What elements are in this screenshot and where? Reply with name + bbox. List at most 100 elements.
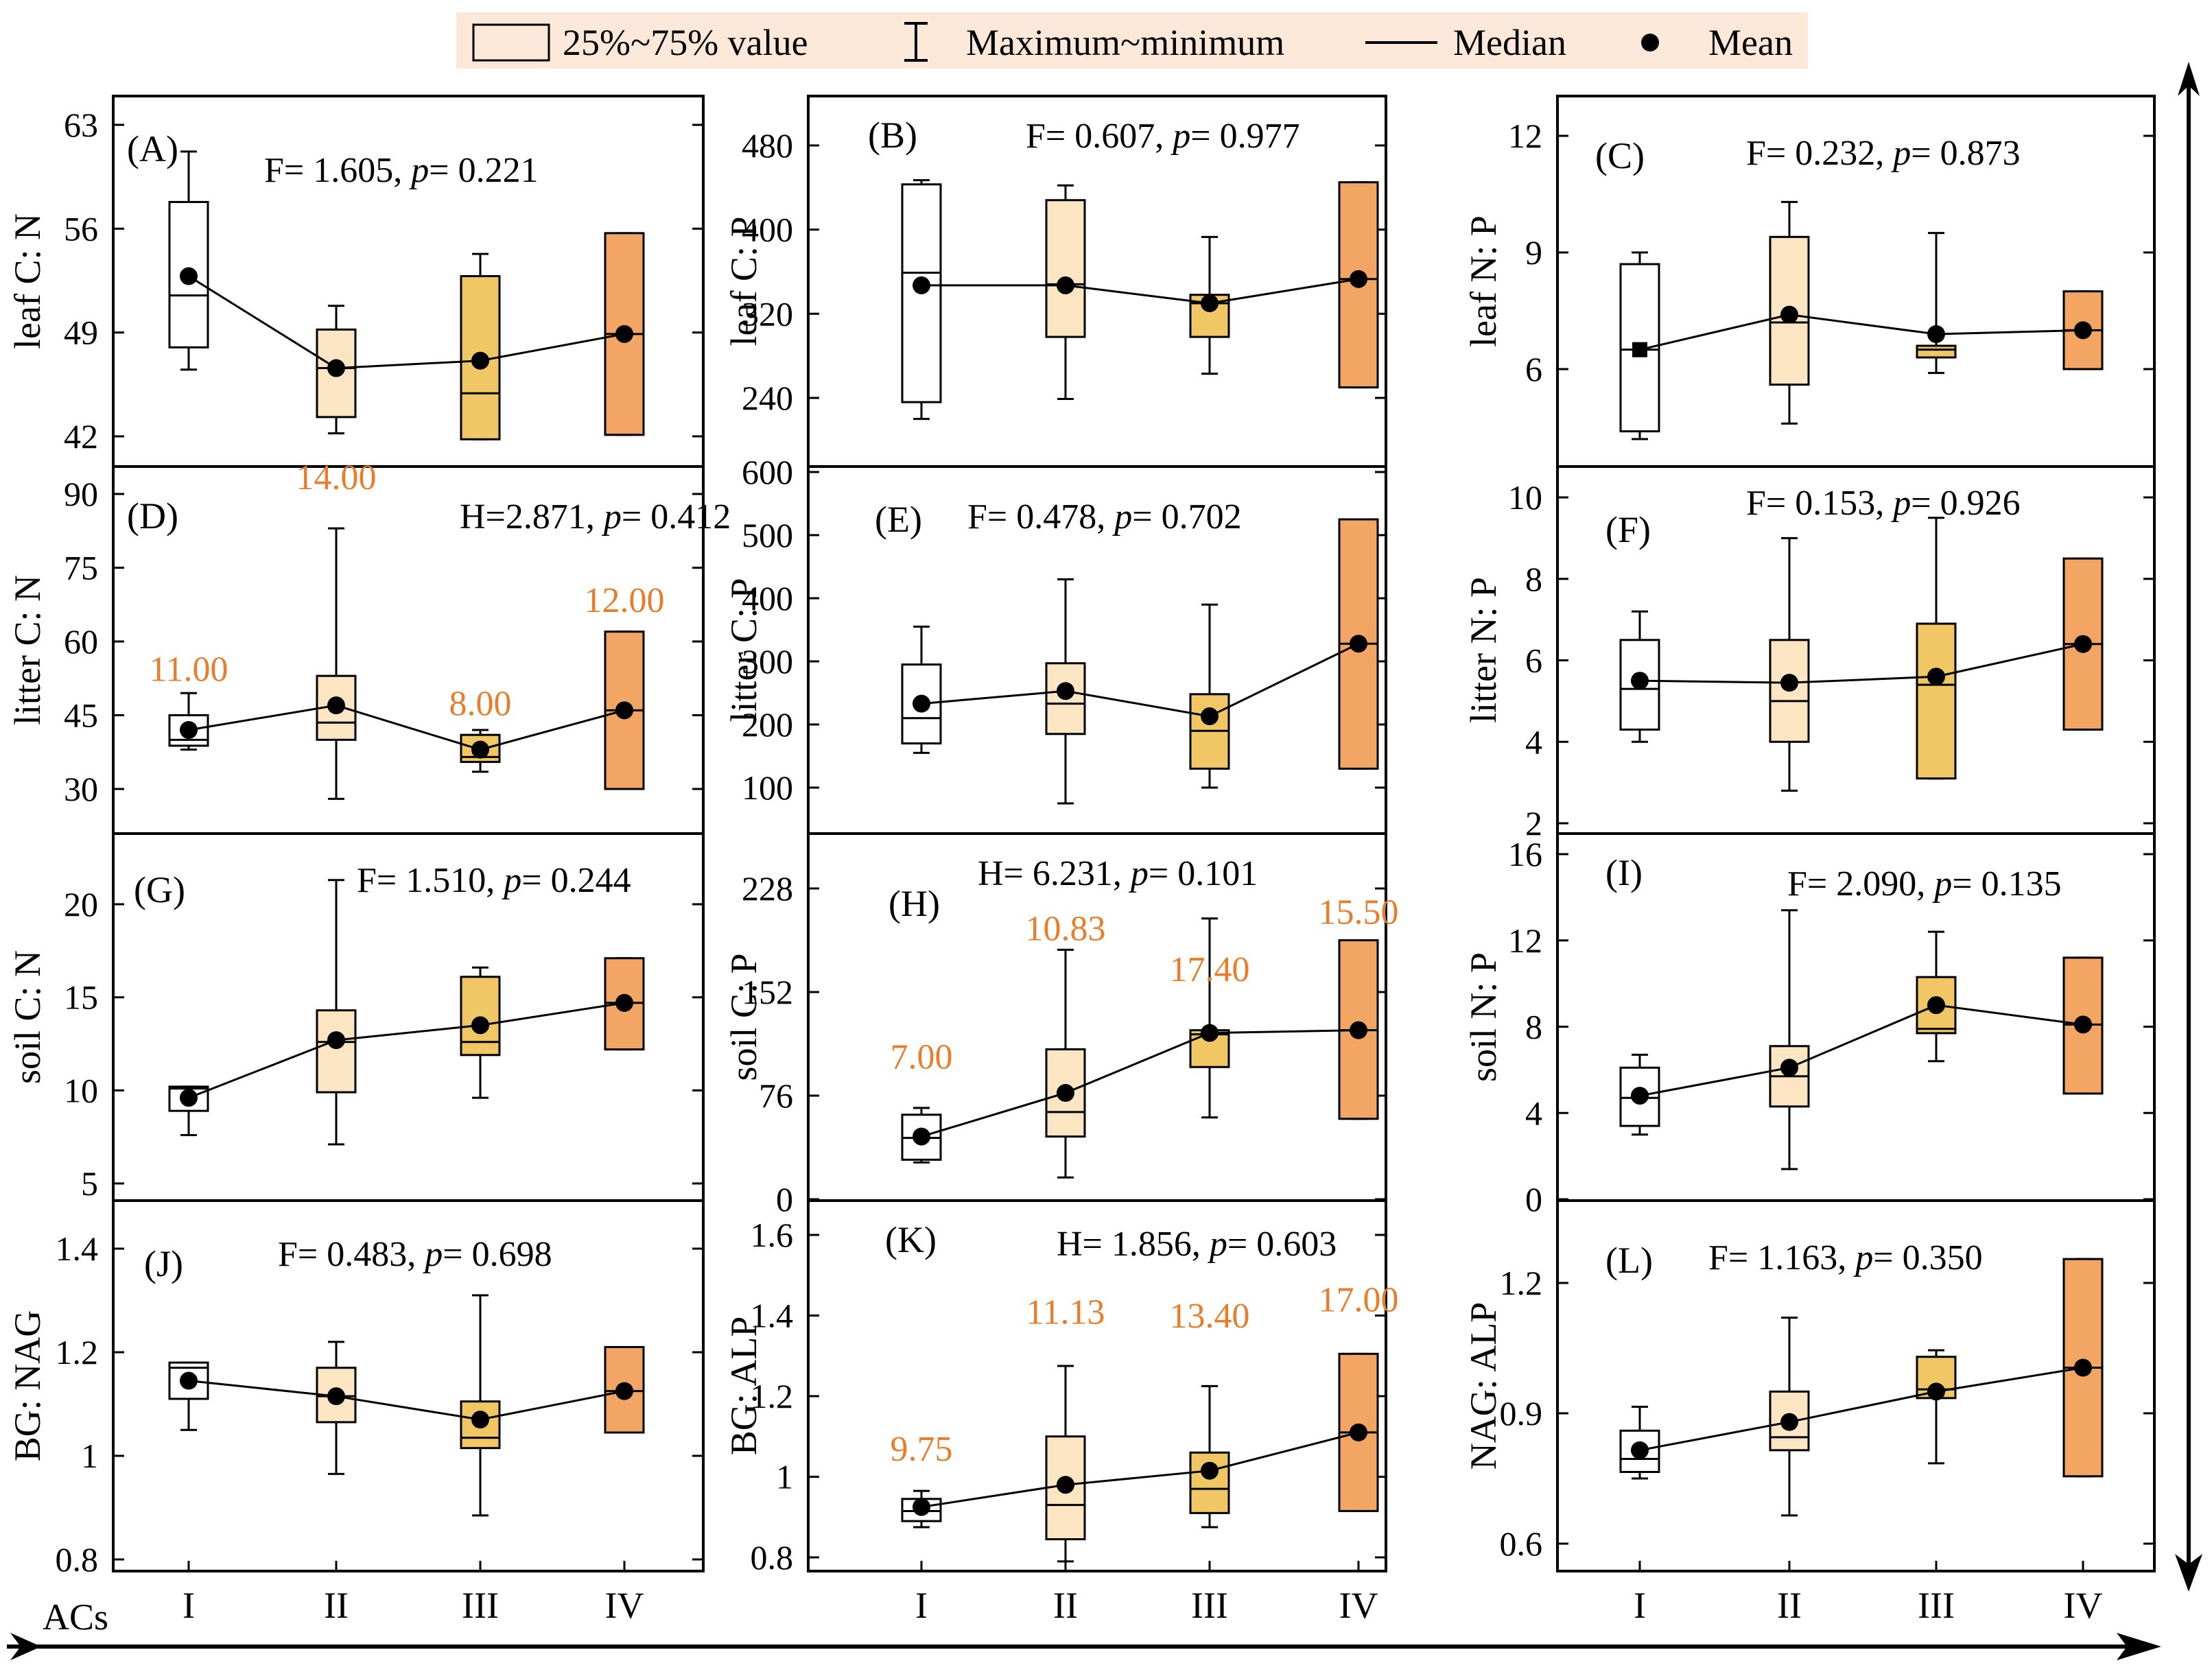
y-axis-label: leaf C: P (723, 217, 764, 346)
vertical-arrow (2175, 62, 2202, 1592)
y-tick-label: 8 (1525, 1008, 1542, 1046)
group-annotation: 9.75 (891, 1430, 953, 1469)
box-group-1 (901, 625, 942, 754)
y-axis-label: BG: ALP (723, 1317, 764, 1456)
stat-text: F= 2.090, p= 0.135 (1787, 864, 2062, 904)
mean-marker (1057, 682, 1074, 700)
panel-F: 2 4 6 8 10 litter N: P (F) F= 0.153, p= 0.926 (1463, 478, 2154, 842)
y-tick-label: 2 (1525, 804, 1542, 842)
box-group-3 (1916, 1349, 1957, 1465)
mean-marker (1350, 270, 1367, 288)
x-category-label: III (1191, 1585, 1228, 1626)
y-tick-label: 15 (64, 978, 98, 1017)
iqr-box (1916, 622, 1957, 780)
mean-marker (2074, 1015, 2092, 1034)
y-axis-label: leaf N: P (1463, 215, 1504, 347)
mean-marker (2074, 635, 2092, 653)
x-category-label: IV (605, 1585, 644, 1626)
y-tick-label: 60 (64, 622, 98, 661)
mean-marker (2074, 321, 2092, 340)
y-tick-label: 5 (81, 1164, 98, 1203)
mean-trend-line (921, 642, 1359, 718)
y-tick-label: 1 (776, 1458, 793, 1496)
stat-text: F= 0.483, p= 0.698 (278, 1235, 552, 1274)
y-tick-label: 500 (742, 516, 793, 554)
stat-text: F= 1.163, p= 0.350 (1708, 1238, 1983, 1277)
y-tick-label: 100 (742, 768, 793, 807)
y-tick-label: 0.8 (56, 1540, 99, 1579)
y-tick-label: 320 (742, 294, 793, 333)
mean-marker (615, 993, 633, 1012)
panel-D: 30 45 60 75 90 litter C: N (D) H=2.871, p= 0.41… (7, 458, 731, 808)
group-annotation: 11.13 (1026, 1293, 1105, 1332)
panel-I: 0 4 8 12 16 soil N: P (I) F= 2.090, p= 0.135 (1463, 835, 2154, 1218)
panel-label: (J) (144, 1243, 183, 1284)
box-group-3 (1189, 917, 1230, 1119)
y-axis-label: litter C: N (7, 575, 48, 725)
box-group-2 (316, 1341, 357, 1475)
box-group-1 (168, 150, 209, 371)
x-axis-title: ACs (43, 1596, 108, 1638)
panel-label: (F) (1605, 509, 1651, 550)
y-tick-label: 1 (81, 1437, 98, 1475)
mean-marker (1057, 276, 1074, 294)
mean-marker (1350, 635, 1367, 653)
y-tick-label: 6 (1525, 641, 1542, 680)
panel-G: 5 10 15 20 soil C: N (G) F= 1.510, p= 0.244 (7, 861, 703, 1203)
mean-marker (913, 1498, 930, 1516)
legend-whisker-label: Maximum~minimum (966, 22, 1284, 63)
mean-marker (1631, 1441, 1649, 1459)
mean-trend-line (921, 1431, 1359, 1509)
stat-text: H=2.871, p= 0.412 (460, 497, 731, 537)
iqr-box (1769, 1390, 1810, 1452)
box-group-2 (1769, 909, 1810, 1170)
mean-marker (1350, 1021, 1367, 1039)
iqr-box (1045, 662, 1086, 735)
mean-marker (327, 1387, 345, 1406)
iqr-box (460, 976, 501, 1057)
box-group-3 (1916, 232, 1957, 375)
group-annotation: 15.50 (1319, 893, 1399, 932)
mean-marker (327, 359, 345, 377)
y-tick-label: 8 (1525, 560, 1542, 598)
y-tick-label: 42 (64, 417, 98, 456)
y-tick-label: 20 (64, 885, 98, 923)
y-tick-label: 480 (742, 126, 793, 165)
box-group-2 (1045, 184, 1086, 401)
mean-marker (615, 325, 633, 343)
y-tick-label: 400 (742, 211, 793, 249)
y-tick-label: 4 (1525, 722, 1542, 761)
y-tick-label: 9 (1525, 233, 1542, 272)
y-axis-label: soil N: P (1463, 952, 1504, 1082)
y-tick-label: 0.9 (1500, 1394, 1543, 1433)
box-group-1 (901, 1107, 942, 1164)
stat-text: H= 6.231, p= 0.101 (978, 854, 1258, 893)
box-group-3 (460, 966, 501, 1099)
mean-marker (2074, 1358, 2092, 1377)
mean-marker (1201, 294, 1219, 312)
y-tick-label: 6 (1525, 350, 1542, 388)
mean-trend-line (188, 704, 625, 751)
mean-trend-line (1639, 1004, 2084, 1097)
y-tick-label: 0 (1525, 1180, 1542, 1218)
x-category-label: I (915, 1585, 928, 1626)
group-annotation: 7.00 (891, 1037, 953, 1076)
box-group-3 (1189, 1384, 1230, 1529)
mean-marker (1631, 1087, 1649, 1105)
stat-text: F= 0.153, p= 0.926 (1746, 484, 2021, 523)
y-tick-label: 600 (742, 453, 793, 491)
y-axis-label: leaf C: N (7, 213, 48, 349)
mean-trend-line (188, 275, 625, 370)
panel-A: 42 49 56 63 leaf C: N (A) F= 1.605, p= 0.221 (7, 106, 703, 456)
mean-marker (1350, 1423, 1367, 1441)
panel-label: (E) (875, 499, 922, 540)
mean-marker (1780, 674, 1798, 692)
y-tick-label: 12 (1508, 921, 1542, 960)
x-category-label: IV (2064, 1585, 2103, 1626)
x-category-label: III (462, 1585, 499, 1626)
panel-J: 0.8 1 1.2 1.4 BG: NAG (J) F= 0.483, p= 0.698 (7, 1229, 703, 1579)
mean-marker (1201, 1461, 1219, 1480)
y-tick-label: 90 (64, 475, 98, 513)
y-axis-label: soil C: N (7, 950, 48, 1084)
stat-text: F= 1.510, p= 0.244 (357, 861, 631, 900)
